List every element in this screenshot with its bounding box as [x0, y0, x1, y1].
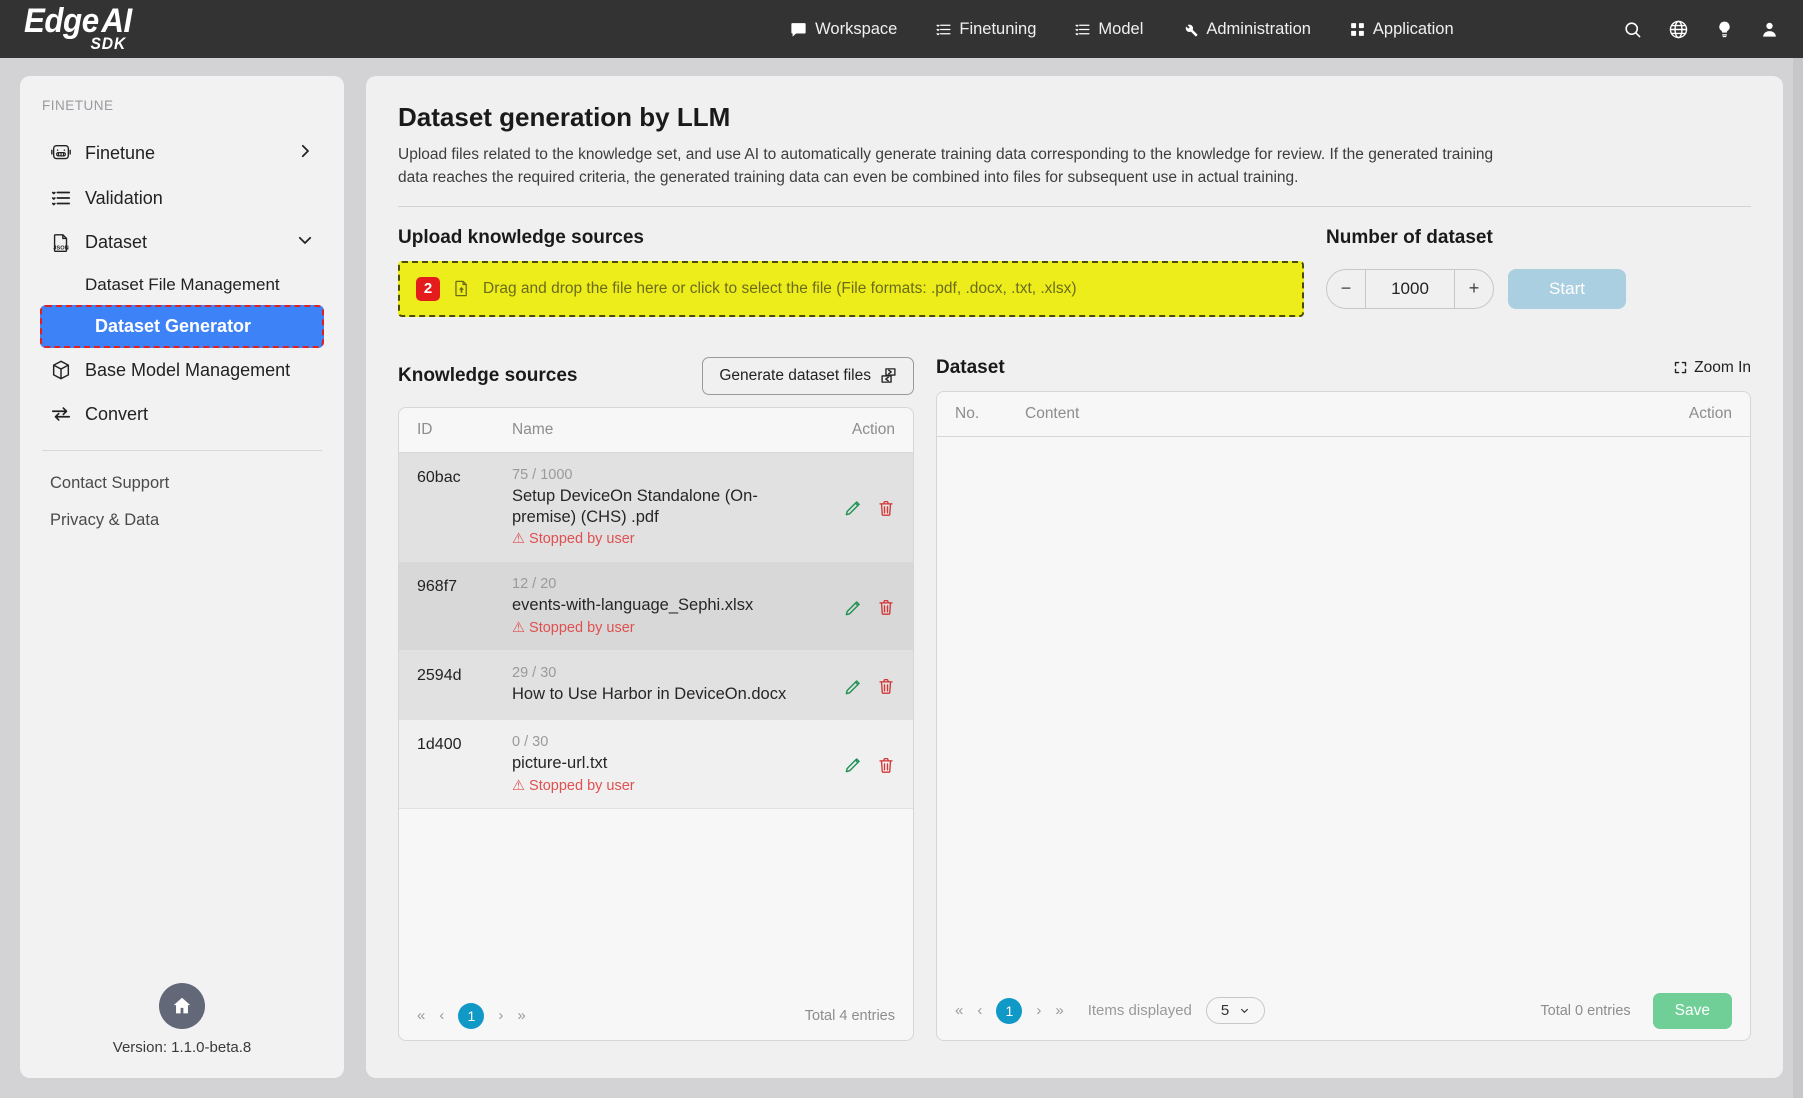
svg-text:JSON: JSON — [53, 245, 68, 251]
